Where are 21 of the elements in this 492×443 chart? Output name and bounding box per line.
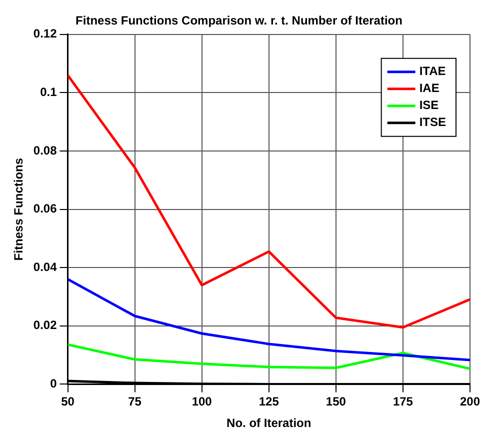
x-tick-label: 75 (128, 394, 142, 409)
x-tick-label: 100 (192, 394, 212, 409)
y-axis-title: Fitness Functions (12, 158, 26, 261)
x-tick-label: 150 (326, 394, 346, 409)
y-tick-label: 0 (50, 376, 58, 391)
x-tick-label: 175 (392, 394, 414, 409)
chart-title: Fitness Functions Comparison w. r. t. Number of Iteration (76, 14, 402, 28)
y-tick-label: 0.02 (33, 318, 58, 332)
legend-label: ITAE (419, 64, 446, 78)
legend-label: ISE (419, 98, 439, 112)
y-tick-label: 0.12 (33, 26, 58, 41)
y-tick-label: 0.08 (33, 143, 58, 158)
legend-label: IAE (419, 81, 440, 96)
y-tick-label: 0.1 (40, 85, 58, 100)
legend-label: ITSE (419, 115, 446, 130)
x-axis-title: No. of Iteration (226, 416, 312, 430)
x-tick-label: 200 (460, 394, 480, 409)
y-tick-label: 0.06 (33, 202, 58, 216)
x-tick-label: 125 (258, 394, 280, 409)
x-tick-label: 50 (61, 394, 75, 409)
y-tick-label: 0.04 (33, 260, 58, 274)
